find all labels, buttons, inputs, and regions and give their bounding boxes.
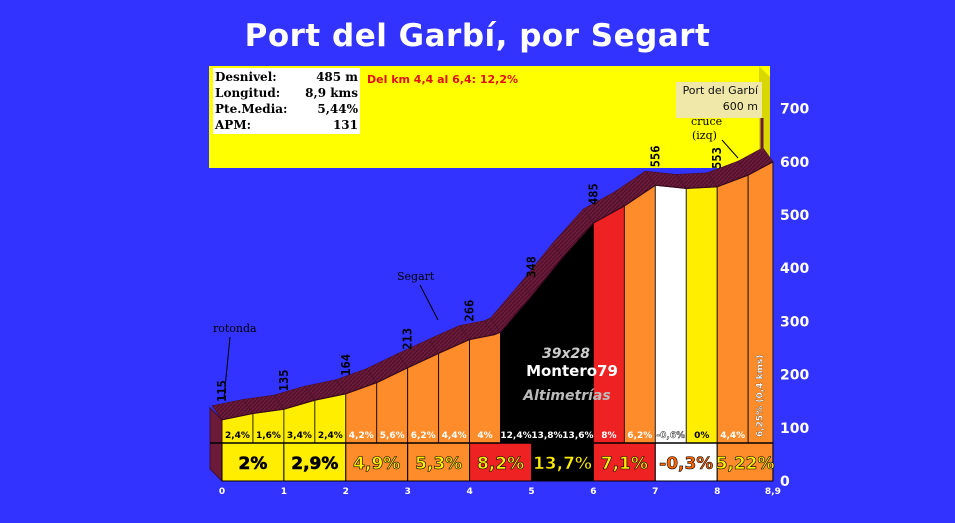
segart-pointer (419, 284, 439, 321)
segment-slope-label: 12,4% (500, 431, 531, 441)
y-tick-label: 700 (780, 102, 809, 118)
km-average-label: 13,7% (533, 454, 592, 474)
x-tick-label: 8 (714, 487, 720, 497)
segment-slope-label: -0,6% (656, 431, 685, 441)
segment-slope-label: 4,4% (720, 431, 745, 441)
watermark-gear: 39x28 (542, 346, 590, 362)
y-tick-label: 0 (780, 474, 790, 490)
y-tick-label: 300 (780, 314, 809, 330)
stat-row: APM: 131 (215, 117, 358, 133)
segment-slope-label: 13,8% (531, 431, 562, 441)
altitude-label: 348 (525, 256, 539, 278)
steep-section-note: Del km 4,4 al 6,4: 12,2% (367, 73, 519, 86)
y-tick-label: 500 (780, 208, 809, 224)
km-average-label: 4,9% (353, 454, 400, 474)
km-average-band (345, 442, 409, 482)
y-tick-label: 400 (780, 261, 809, 277)
stat-value: 8,9 kms (305, 86, 358, 100)
stat-value: 131 (332, 118, 358, 132)
gradient-segment-fill (438, 338, 471, 444)
profile-line (221, 161, 774, 421)
segment-slope-label: 0% (694, 431, 709, 441)
altitude-label: 135 (277, 369, 291, 391)
y-tick-label: 100 (780, 421, 809, 437)
altitude-label: 553 (710, 147, 724, 169)
segment-slope-label: 3,4% (287, 431, 312, 441)
km-average-label: 2% (239, 454, 268, 474)
segment-slope-label: 6,2% (627, 431, 652, 441)
y-tick-label: 200 (780, 368, 809, 384)
stats-box: Desnivel: 485 m Longitud: 8,9 kms Pte.Medi… (213, 68, 360, 134)
x-tick-label: 4 (466, 487, 472, 497)
summit-name: Port del Garbí (682, 84, 758, 97)
x-tick-label: 8,9 (765, 487, 781, 497)
x-tick-label: 5 (528, 487, 534, 497)
km-average-label: 8,2% (477, 454, 524, 474)
gradient-segment-fill (623, 184, 656, 444)
segment-slope-label: 13,6% (562, 431, 593, 441)
km-average-band (654, 442, 718, 482)
segment-slope-label: 1,6% (256, 431, 281, 441)
stat-label: Pte.Media: (215, 102, 288, 116)
y-tick-label: 600 (780, 155, 809, 171)
stat-label: APM: (215, 118, 252, 132)
rotonda-label: rotonda (213, 322, 257, 335)
x-tick-label: 3 (405, 487, 411, 497)
stat-row: Pte.Media: 5,44% (215, 101, 358, 117)
x-tick-label: 2 (343, 487, 349, 497)
km-average-label: 5,22% (716, 454, 775, 474)
segment-slope-label: 4,4% (442, 431, 467, 441)
summit-box: Port del Garbí 600 m (676, 82, 762, 118)
x-tick-label: 7 (652, 487, 658, 497)
km-average-band (716, 442, 774, 482)
summit-altitude: 600 m (722, 100, 758, 113)
altitude-label: 164 (339, 354, 353, 376)
chart-title: Port del Garbí, por Segart (244, 18, 711, 54)
stat-value: 485 m (316, 70, 358, 84)
km-average-label: -0,3% (659, 454, 713, 474)
watermark-author: Montero79 (526, 362, 618, 380)
gradient-segment-fill (407, 352, 440, 444)
cruce-pointer (721, 139, 739, 159)
x-tick-label: 1 (281, 487, 287, 497)
gradient-segment-fill (469, 331, 501, 444)
stat-row: Desnivel: 485 m (215, 69, 358, 85)
km-average-band (407, 442, 471, 482)
stat-label: Longitud: (215, 86, 281, 100)
gradient-segment-fill (562, 221, 594, 444)
x-tick-label: 0 (219, 487, 225, 497)
km-average-label: 5,3% (415, 454, 462, 474)
stat-row: Longitud: 8,9 kms (215, 85, 358, 101)
altitude-label: 115 (215, 380, 229, 402)
segment-slope-label: 4,2% (349, 431, 374, 441)
gradient-segment-fill (654, 184, 687, 444)
segment-slope-label: 6,25% (0,4 kms) (756, 355, 766, 437)
stat-label: Desnivel: (215, 70, 277, 84)
profile-base-face (209, 406, 223, 482)
gradient-segment-fill (685, 186, 718, 444)
cruce-label-line2: (izq) (692, 129, 717, 142)
segment-slope-label: 2,4% (225, 431, 250, 441)
segart-label: Segart (397, 270, 435, 283)
segment-slope-label: 5,6% (380, 431, 405, 441)
km-average-label: 2,9% (291, 454, 338, 474)
altitude-label: 485 (586, 183, 600, 205)
altitude-label: 213 (401, 328, 415, 350)
stat-value: 5,44% (317, 102, 358, 116)
km-average-label: 7,1% (601, 454, 648, 474)
gradient-segment-fill (593, 205, 625, 444)
altitude-label: 266 (463, 300, 477, 322)
altitude-label: 556 (648, 146, 662, 168)
gradient-segment-fill (716, 174, 749, 444)
watermark-brand: Altimetrías (522, 388, 610, 404)
rotonda-pointer (223, 336, 231, 399)
x-tick-label: 6 (590, 487, 596, 497)
segment-slope-label: 4% (477, 431, 492, 441)
segment-slope-label: 6,2% (411, 431, 436, 441)
segment-slope-label: 2,4% (318, 431, 343, 441)
segment-slope-label: 8% (601, 431, 616, 441)
cruce-label-line1: cruce (691, 115, 722, 128)
